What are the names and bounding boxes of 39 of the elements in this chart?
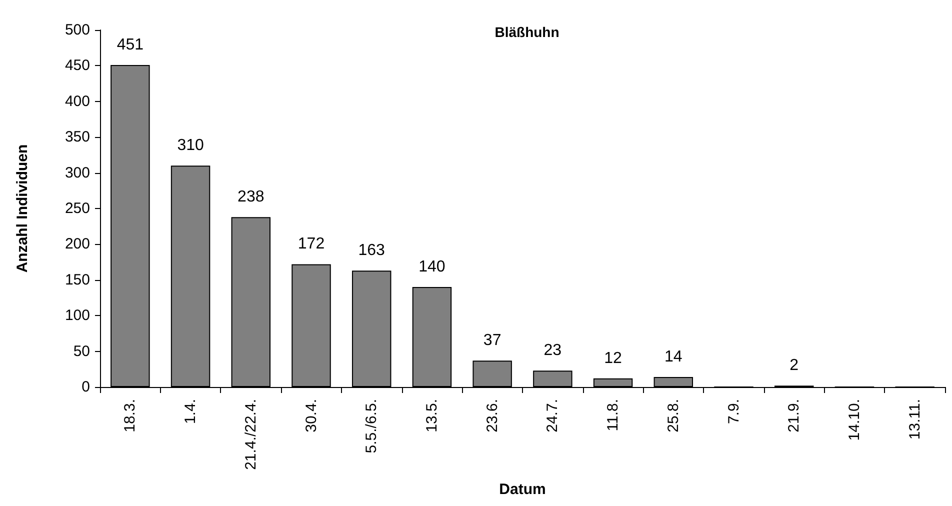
y-tick-label: 150 — [64, 271, 90, 288]
data-label: 451 — [116, 36, 144, 54]
y-tick-label: 200 — [64, 236, 90, 253]
x-tick-label: 24.7. — [544, 399, 562, 432]
data-label: 14 — [664, 348, 682, 366]
x-tick-label: 18.3. — [122, 399, 139, 432]
x-tick-label: 5.5./6.5. — [363, 399, 380, 454]
data-label: 37 — [483, 332, 502, 350]
y-axis-title: Anzahl Individuen — [14, 144, 31, 273]
x-tick-label: 13.5. — [423, 399, 440, 432]
data-label: 172 — [298, 236, 325, 253]
y-tick-label: 400 — [64, 92, 90, 110]
data-label: 310 — [177, 137, 204, 154]
x-tick-label: 13.11. — [906, 399, 924, 440]
chart-title: Bläßhuhn — [494, 24, 560, 40]
x-tick-label: 11.8. — [604, 399, 622, 432]
y-tick-label: 250 — [64, 200, 90, 217]
x-tick-label: 30.4. — [302, 399, 320, 432]
data-label: 2 — [790, 357, 799, 374]
x-tick-label: 21.4./22.4. — [242, 399, 260, 470]
x-tick-label: 25.8. — [664, 399, 682, 432]
data-label: 163 — [358, 242, 386, 260]
y-tick-label: 50 — [73, 342, 90, 360]
y-tick-label: 0 — [82, 378, 90, 396]
x-tick-label: 1.4. — [182, 399, 200, 424]
y-tick-label: 500 — [64, 22, 90, 38]
x-tick-label: 23.6. — [484, 399, 501, 432]
x-tick-label: 7.9. — [725, 399, 742, 424]
data-label: 23 — [544, 342, 562, 360]
y-tick-label: 350 — [64, 128, 90, 146]
y-tick-label: 100 — [64, 307, 90, 324]
y-tick-label: 300 — [64, 164, 90, 182]
x-tick-label: 14.10. — [846, 399, 863, 441]
data-label: 12 — [604, 350, 622, 367]
x-tick-label: 21.9. — [786, 399, 803, 432]
data-label: 140 — [418, 258, 446, 276]
y-tick-label: 450 — [64, 57, 90, 74]
x-axis-title: Datum — [499, 481, 546, 498]
data-label: 238 — [238, 188, 264, 206]
